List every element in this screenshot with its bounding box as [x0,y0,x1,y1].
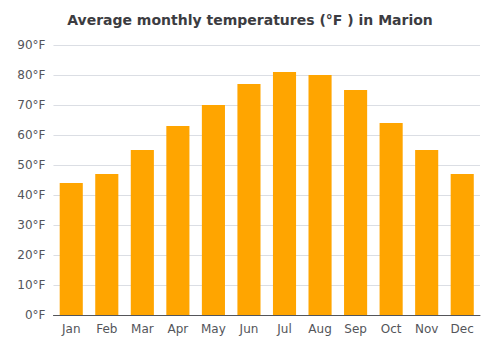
svg-text:Sep: Sep [344,322,367,336]
svg-text:50°F: 50°F [17,158,45,172]
svg-text:Jan: Jan [61,322,81,336]
svg-text:10°F: 10°F [17,278,45,292]
svg-text:90°F: 90°F [17,38,45,52]
svg-text:Nov: Nov [415,322,438,336]
svg-text:60°F: 60°F [17,128,45,142]
svg-text:Average monthly temperatures (: Average monthly temperatures (°F ) in Ma… [67,12,433,28]
svg-text:30°F: 30°F [17,218,45,232]
svg-text:Jul: Jul [276,322,291,336]
svg-text:70°F: 70°F [17,98,45,112]
svg-text:Aug: Aug [308,322,331,336]
svg-text:Apr: Apr [167,322,188,336]
svg-text:0°F: 0°F [25,308,46,322]
svg-text:Jun: Jun [239,322,259,336]
svg-text:Feb: Feb [96,322,117,336]
svg-text:Oct: Oct [381,322,402,336]
svg-text:20°F: 20°F [17,248,45,262]
svg-text:40°F: 40°F [17,188,45,202]
svg-text:May: May [201,322,226,336]
svg-text:80°F: 80°F [17,68,45,82]
svg-text:Mar: Mar [131,322,154,336]
svg-text:Dec: Dec [451,322,474,336]
